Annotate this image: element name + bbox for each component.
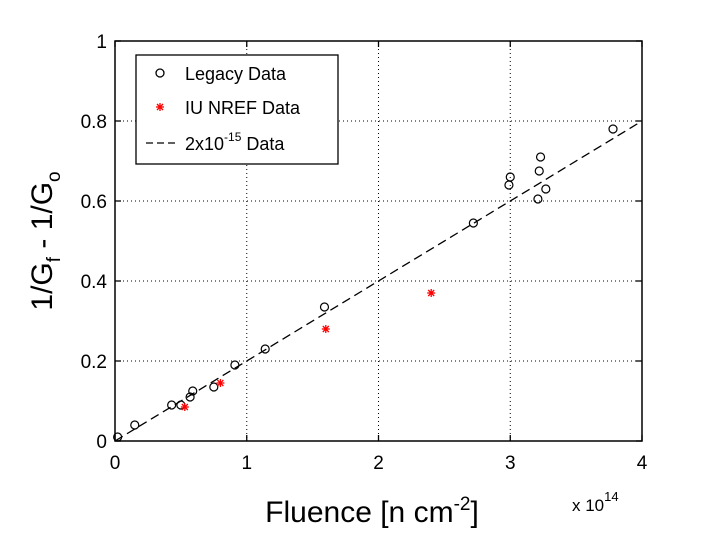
- y-axis-title-sub1: f: [44, 256, 65, 262]
- y-tick-label: 0.4: [81, 272, 108, 293]
- legacy-data-point: [608, 124, 618, 134]
- iu-nref-data-point: [180, 403, 189, 411]
- legend-label-fit-line: 2x10-15 Data: [185, 130, 285, 154]
- y-axis-title-part1: 1/G: [26, 262, 59, 310]
- iu-nref-data-point: [427, 289, 436, 297]
- legacy-data-point: [260, 344, 270, 354]
- x-multiplier-exp: 14: [604, 489, 618, 504]
- x-tick-label: 4: [637, 453, 648, 474]
- x-axis-title-main: Fluence [n cm: [265, 496, 453, 529]
- legacy-data-point: [505, 172, 515, 182]
- legend-label-legacy: Legacy Data: [185, 64, 287, 84]
- legacy-data-point: [167, 400, 177, 410]
- x-axis-title-sup: -2: [454, 494, 471, 515]
- x-tick-label: 0: [110, 453, 121, 474]
- x-tick-label: 2: [373, 453, 384, 474]
- legend-fit-prefix: 2x10: [185, 134, 224, 154]
- y-axis-title-part2: - 1/G: [26, 182, 59, 257]
- iu-nref-data-point: [321, 325, 330, 333]
- x-axis-title-close: ]: [470, 496, 478, 529]
- y-tick-label: 0: [96, 432, 107, 453]
- legend-label-iu-nref: IU NREF Data: [185, 98, 301, 118]
- legacy-data-point: [534, 166, 544, 176]
- legacy-data-point: [209, 382, 219, 392]
- y-tick-label: 1: [96, 32, 107, 53]
- legend-marker-legacy: [155, 68, 165, 78]
- legacy-data-point: [468, 218, 478, 228]
- x-axis-multiplier: x 1014: [572, 489, 619, 515]
- data-points: [113, 124, 618, 442]
- x-tick-label: 3: [505, 453, 516, 474]
- iu-nref-data-point: [216, 379, 225, 387]
- x-axis-title: Fluence [n cm-2]: [265, 494, 479, 529]
- legend-fit-suffix: Data: [241, 134, 285, 154]
- y-axis-title-sub2: o: [44, 171, 65, 182]
- legend-box: [135, 54, 339, 165]
- y-tick-label: 0.8: [81, 112, 107, 133]
- y-tick-label: 0.2: [81, 352, 107, 373]
- axis-ticks: 0 1 2 3 4 0 0.2 0.4 0.6 0.8 1: [81, 32, 648, 474]
- fit-line-layer: [114, 120, 643, 442]
- fit-line: [114, 120, 643, 442]
- legacy-data-point: [130, 420, 140, 430]
- x-tick-label: 1: [241, 453, 252, 474]
- legend: Legacy Data IU NREF Data 2x10-15 Data: [135, 54, 339, 165]
- legacy-data-point: [188, 386, 198, 396]
- legacy-data-point: [230, 360, 240, 370]
- legacy-data-point: [185, 392, 195, 402]
- legacy-data-point: [541, 184, 551, 194]
- legacy-data-point: [319, 302, 330, 312]
- y-axis-title: 1/Gf - 1/Go: [26, 171, 65, 310]
- legacy-data-point: [533, 194, 543, 204]
- y-tick-label: 0.6: [81, 192, 107, 213]
- x-multiplier-base: x 10: [572, 496, 604, 515]
- legend-fit-exp: -15: [224, 130, 242, 144]
- legend-marker-iu-nref: [156, 103, 164, 111]
- legacy-data-point: [535, 152, 546, 162]
- gridlines: [115, 41, 642, 441]
